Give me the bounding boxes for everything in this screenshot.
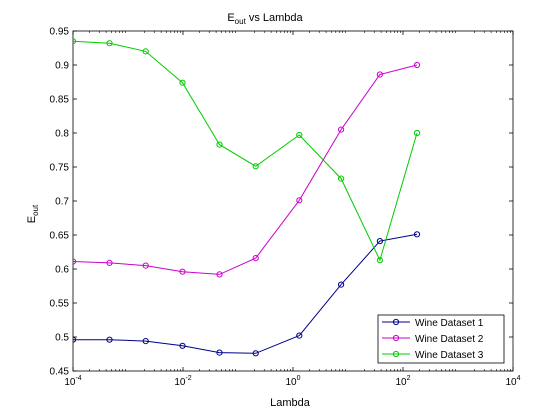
chart-title: Eout vs Lambda	[227, 12, 303, 26]
data-point	[216, 271, 223, 278]
data-point	[413, 231, 421, 238]
data-point	[413, 129, 421, 137]
x-tick-label: 10-2	[174, 375, 191, 388]
data-point	[252, 350, 259, 357]
data-point	[106, 336, 113, 343]
chart-title-main: E	[227, 12, 234, 24]
data-point	[106, 40, 113, 47]
data-point	[376, 71, 383, 78]
y-tick-label: 0.65	[50, 231, 70, 242]
x-tick-base: 10	[174, 377, 186, 388]
data-point	[142, 338, 149, 345]
data-point	[413, 61, 421, 69]
y-tick-label: 0.9	[55, 61, 69, 72]
series-line	[73, 40, 418, 262]
legend-label-3: Wine Dataset 3	[415, 350, 484, 361]
chart-title-rest: vs Lambda	[246, 12, 304, 24]
legend-box	[377, 314, 505, 364]
y-tick-label: 0.7	[55, 197, 69, 208]
data-point	[142, 262, 149, 269]
y-tick-label: 0.8	[55, 129, 69, 140]
data-point	[376, 238, 383, 245]
legend-entry-1: Wine Dataset 1	[382, 318, 484, 329]
data-point	[179, 268, 186, 275]
y-axis-label-main: E	[26, 216, 38, 223]
data-point	[252, 255, 259, 262]
x-tick-label: 10-4	[64, 375, 81, 388]
series-line	[73, 64, 418, 275]
legend-entry-3: Wine Dataset 3	[382, 350, 484, 361]
data-point	[142, 48, 149, 55]
data-point	[106, 259, 113, 266]
x-tick-base: 10	[285, 377, 297, 388]
series-1	[73, 231, 421, 357]
legend-marker-2	[392, 334, 400, 342]
legend-label-2: Wine Dataset 2	[415, 334, 484, 345]
x-tick-label: 104	[505, 375, 520, 388]
legend-marker-3	[392, 350, 400, 358]
y-tick-label: 0.5	[55, 333, 69, 344]
y-tick-label: 0.85	[50, 95, 70, 106]
series-3	[73, 38, 421, 264]
data-point	[179, 342, 186, 349]
series-layer	[73, 38, 421, 357]
y-tick-label: 0.55	[50, 299, 70, 310]
x-tick-base: 10	[395, 377, 407, 388]
data-point	[296, 131, 303, 139]
x-tick-label: 100	[285, 375, 300, 388]
data-point	[338, 126, 345, 133]
legend-marker-1	[392, 318, 400, 326]
axis-ticks: 0.45 0.5 0.55 0.6 0.65 0.7 0.75 0.8 0.85 0.9 0.95 1…	[50, 27, 521, 389]
chart-title-sub: out	[235, 17, 247, 26]
data-point	[216, 141, 223, 148]
data-point	[252, 163, 259, 170]
data-point	[73, 38, 77, 45]
series-2	[73, 61, 421, 278]
data-point	[179, 79, 186, 86]
x-tick-exponent: -4	[75, 375, 81, 382]
data-point	[296, 197, 303, 204]
x-axis-label: Lambda	[270, 397, 311, 409]
x-tick-base: 10	[505, 377, 517, 388]
x-tick-exponent: 2	[407, 375, 411, 382]
series-line	[73, 233, 418, 354]
data-point	[73, 258, 77, 265]
y-tick-label: 0.6	[55, 265, 69, 276]
x-tick-base: 10	[64, 377, 76, 388]
y-axis-label-sub: out	[31, 204, 40, 216]
y-tick-label: 0.75	[50, 163, 70, 174]
y-tick-label: 0.95	[50, 27, 70, 38]
x-tick-exponent: 4	[517, 375, 521, 382]
x-tick-label: 102	[395, 375, 410, 388]
x-tick-exponent: -2	[185, 375, 191, 382]
data-point	[376, 257, 383, 264]
y-tick-label: 0.45	[50, 367, 70, 378]
plot-frame	[72, 30, 514, 372]
legend-entry-2: Wine Dataset 2	[382, 334, 484, 345]
data-point	[216, 349, 223, 356]
x-tick-exponent: 0	[297, 375, 301, 382]
legend-label-1: Wine Dataset 1	[415, 318, 484, 329]
legend: Wine Dataset 1 Wine Dataset 2 Wine Datas…	[377, 314, 505, 364]
y-axis-label: Eout	[26, 204, 40, 223]
data-point	[296, 332, 303, 339]
plot-area	[72, 30, 514, 372]
data-point	[338, 175, 345, 182]
data-point	[338, 281, 345, 288]
